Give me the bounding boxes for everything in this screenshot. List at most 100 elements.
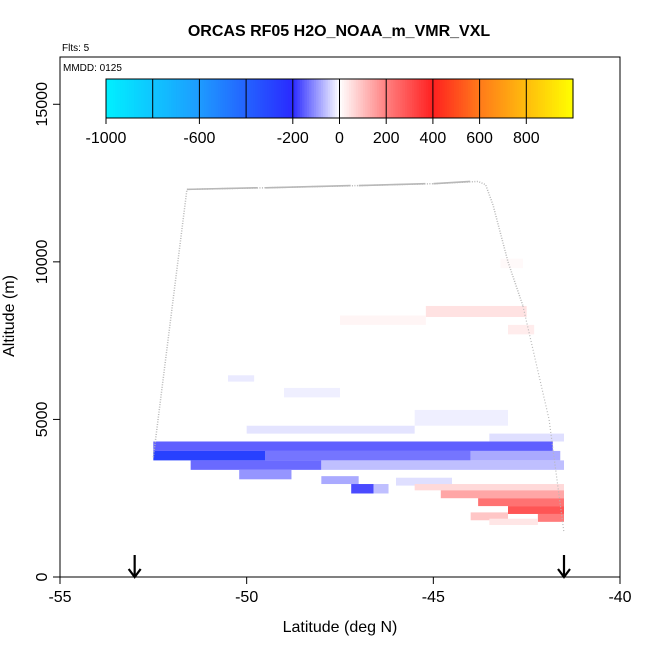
colorbar-swatch (344, 79, 348, 118)
heatmap-cell (373, 484, 389, 494)
colorbar-swatch (264, 79, 268, 118)
colorbar-swatch (444, 79, 448, 118)
colorbar-swatch (227, 79, 231, 118)
x-tick-label: -55 (48, 589, 71, 606)
colorbar-swatch (414, 79, 418, 118)
colorbar-tick-label: -600 (183, 130, 215, 147)
heatmap-cell (414, 409, 508, 426)
heatmap-cell (190, 460, 322, 470)
colorbar-swatch (213, 79, 217, 118)
colorbar-tick-label: -1000 (86, 130, 127, 147)
colorbar-swatch (374, 79, 378, 118)
colorbar-swatch (453, 79, 457, 118)
x-tick-label: -50 (235, 589, 258, 606)
heatmap-cell (246, 425, 415, 434)
colorbar-swatch (381, 79, 385, 118)
heatmap-cell (425, 305, 527, 317)
colorbar-tick-label: 200 (373, 130, 400, 147)
heatmap-cell (500, 258, 523, 269)
colorbar-swatch (150, 79, 154, 118)
colorbar-swatch (367, 79, 371, 118)
colorbar-swatch (500, 79, 504, 118)
colorbar-swatch (348, 79, 352, 118)
colorbar-swatch (514, 79, 518, 118)
colorbar-swatch (493, 79, 497, 118)
colorbar-swatch (220, 79, 224, 118)
flight-track-segment (358, 182, 426, 187)
colorbar-swatch (285, 79, 289, 118)
colorbar-swatch (323, 79, 327, 118)
colorbar-swatch (106, 79, 109, 118)
colorbar-tick-label: 400 (420, 130, 447, 147)
heatmap-cell (508, 506, 564, 514)
colorbar-swatch (334, 79, 338, 118)
colorbar-swatch (166, 79, 170, 118)
colorbar-swatch (204, 79, 208, 118)
colorbar-swatch (173, 79, 177, 118)
colorbar-swatch (248, 79, 252, 118)
latitude-markers (127, 555, 571, 579)
flight-track-segment (186, 186, 258, 191)
colorbar-swatch (369, 79, 373, 118)
colorbar-swatch (463, 79, 467, 118)
colorbar-swatch (376, 79, 380, 118)
colorbar-swatch (535, 79, 539, 118)
plot-frame (59, 56, 621, 578)
colorbar-swatch (430, 79, 434, 118)
colorbar-swatch (470, 79, 474, 118)
colorbar-swatch (250, 79, 254, 118)
colorbar-swatch (551, 79, 555, 118)
colorbar-swatch (402, 79, 406, 118)
heatmap-cell (440, 490, 564, 499)
colorbar-swatch (542, 79, 546, 118)
colorbar-swatch (495, 79, 499, 118)
colorbar-swatch (446, 79, 450, 118)
colorbar-swatch (145, 79, 149, 118)
colorbar-swatch (257, 79, 261, 118)
colorbar-swatch (341, 79, 345, 118)
colorbar-swatch (505, 79, 509, 118)
colorbar-swatch (127, 79, 130, 118)
colorbar-swatch (477, 79, 481, 118)
colorbar-swatch (439, 79, 443, 118)
colorbar-swatch (561, 79, 565, 118)
colorbar-swatch (162, 79, 165, 118)
colorbar-swatch (411, 79, 415, 118)
colorbar-swatch (157, 79, 161, 118)
x-axis-title: Latitude (deg N) (283, 619, 398, 636)
colorbar-swatch (176, 79, 179, 118)
colorbar-swatch (388, 79, 392, 118)
colorbar-swatch (498, 79, 502, 118)
colorbar-swatch (358, 79, 362, 118)
colorbar-swatch (570, 79, 574, 118)
colorbar-swatch (558, 79, 562, 118)
colorbar-swatch (404, 79, 408, 118)
colorbar-swatch (320, 79, 324, 118)
colorbar-swatch (418, 79, 422, 118)
heatmap-cell (228, 375, 255, 382)
colorbar-swatch (222, 79, 226, 118)
colorbar-swatch (190, 79, 193, 118)
colorbar-swatch (117, 79, 121, 118)
colorbar-swatch (159, 79, 163, 118)
colorbar-tick-label: -200 (277, 130, 309, 147)
colorbar-swatch (143, 79, 147, 118)
colorbar-swatch (325, 79, 329, 118)
colorbar-swatch (351, 79, 355, 118)
heatmap-cell (340, 315, 426, 325)
colorbar-swatch (297, 79, 301, 118)
colorbar-swatch (442, 79, 446, 118)
colorbar-swatch (253, 79, 257, 118)
x-tick-label: -40 (608, 589, 631, 606)
colorbar-swatch (124, 79, 128, 118)
start-arrow (127, 555, 142, 579)
flight-track-segment (265, 184, 351, 189)
colorbar-swatch (386, 79, 390, 118)
colorbar-swatch (134, 79, 137, 118)
colorbar-swatch (458, 79, 462, 118)
heatmap-cell (153, 450, 266, 461)
heatmap-cell (537, 513, 564, 522)
date-note: MMDD: 0125 (63, 63, 122, 74)
colorbar-swatch (192, 79, 196, 118)
